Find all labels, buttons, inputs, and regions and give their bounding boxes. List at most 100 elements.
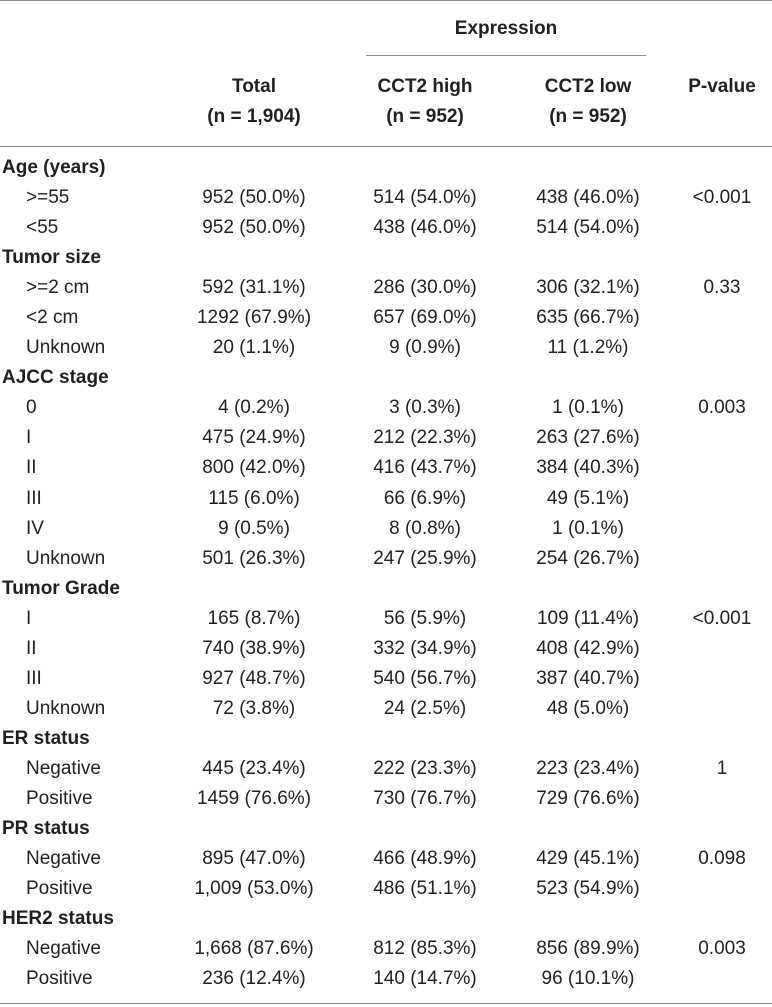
cell-cct2-low: 438 (46.0%) <box>536 187 640 209</box>
row-label: >=55 <box>26 187 70 209</box>
table-row: Negative 1,668 (87.6%) 812 (85.3%) 856 (89.… <box>0 934 772 964</box>
table-row: <2 cm 1292 (67.9%) 657 (69.0%) 635 (66.7%) <box>0 303 772 333</box>
table-row: Positive 236 (12.4%) 140 (14.7%) 96 (10.1%) <box>0 964 772 994</box>
row-label: I <box>26 427 32 449</box>
cell-total: 1292 (67.9%) <box>196 307 312 329</box>
cell-total: 1,668 (87.6%) <box>194 938 314 960</box>
header-bottom-rule <box>0 146 772 147</box>
cell-cct2-low: 408 (42.9%) <box>536 637 640 659</box>
table-bottom-rule <box>0 1003 772 1004</box>
row-label: II <box>26 637 37 659</box>
cell-total: 927 (48.7%) <box>202 667 306 689</box>
cell-total: 9 (0.5%) <box>218 517 290 539</box>
column-header-line2: (n = 1,904) <box>207 106 301 127</box>
table-row: Unknown 501 (26.3%) 247 (25.9%) 254 (26.7%) <box>0 544 772 574</box>
category-row: Age (years) <box>0 153 772 183</box>
table-row: Positive 1,009 (53.0%) 486 (51.1%) 523 (54.… <box>0 874 772 904</box>
category-row: PR status <box>0 814 772 844</box>
cell-p-value: 0.098 <box>698 848 746 870</box>
cell-p-value: 0.003 <box>698 938 746 960</box>
cell-cct2-high: 24 (2.5%) <box>383 697 467 719</box>
column-header-line2: (n = 952) <box>549 106 627 127</box>
table-row: Unknown 72 (3.8%) 24 (2.5%) 48 (5.0%) <box>0 694 772 724</box>
cell-cct2-high: 486 (51.1%) <box>373 878 477 900</box>
cell-cct2-high: 540 (56.7%) <box>373 667 477 689</box>
cell-total: 4 (0.2%) <box>218 397 290 419</box>
cell-total: 1,009 (53.0%) <box>194 878 314 900</box>
cell-cct2-low: 263 (27.6%) <box>536 427 640 449</box>
cell-cct2-low: 49 (5.1%) <box>546 487 630 509</box>
cell-cct2-low: 306 (32.1%) <box>536 277 640 299</box>
cell-cct2-low: 523 (54.9%) <box>536 878 640 900</box>
cell-cct2-low: 223 (23.4%) <box>536 757 640 779</box>
expression-underline <box>366 55 646 56</box>
cell-cct2-low: 387 (40.7%) <box>536 667 640 689</box>
cell-cct2-high: 66 (6.9%) <box>383 487 467 509</box>
table-row: II 740 (38.9%) 332 (34.9%) 408 (42.9%) <box>0 634 772 664</box>
cell-cct2-high: 332 (34.9%) <box>373 637 477 659</box>
cell-cct2-low: 96 (10.1%) <box>541 968 635 990</box>
column-header-line1: P-value <box>688 76 756 97</box>
table-row: >=2 cm 592 (31.1%) 286 (30.0%) 306 (32.1%) 0… <box>0 273 772 303</box>
row-label: 0 <box>26 397 37 419</box>
cell-cct2-low: 429 (45.1%) <box>536 848 640 870</box>
cell-total: 236 (12.4%) <box>202 968 306 990</box>
category-label: AJCC stage <box>2 367 109 389</box>
row-label: >=2 cm <box>26 277 90 299</box>
cell-cct2-high: 222 (23.3%) <box>373 757 477 779</box>
cell-cct2-low: 11 (1.2%) <box>547 337 629 359</box>
category-row: HER2 status <box>0 904 772 934</box>
cell-cct2-high: 3 (0.3%) <box>389 397 461 419</box>
cell-total: 952 (50.0%) <box>202 187 306 209</box>
cell-p-value: <0.001 <box>692 187 752 209</box>
column-header-line2: (n = 952) <box>386 106 464 127</box>
cell-cct2-high: 514 (54.0%) <box>373 187 477 209</box>
table-row: Unknown 20 (1.1%) 9 (0.9%) 11 (1.2%) <box>0 333 772 363</box>
cell-total: 115 (6.0%) <box>208 487 300 509</box>
cell-total: 800 (42.0%) <box>202 457 306 479</box>
cell-cct2-low: 1 (0.1%) <box>552 397 624 419</box>
cell-total: 501 (26.3%) <box>202 547 306 569</box>
cell-cct2-low: 1 (0.1%) <box>552 517 624 539</box>
cell-cct2-high: 140 (14.7%) <box>373 968 477 990</box>
row-label: II <box>26 457 37 479</box>
cell-total: 165 (8.7%) <box>207 607 301 629</box>
row-label: Negative <box>26 848 101 870</box>
cell-cct2-low: 48 (5.0%) <box>546 697 630 719</box>
column-header-cct2-high: CCT2 high (n = 952) <box>358 72 492 132</box>
row-label: <2 cm <box>26 307 79 329</box>
row-label: Positive <box>26 878 93 900</box>
cell-total: 475 (24.9%) <box>202 427 306 449</box>
row-label: III <box>26 667 42 689</box>
cell-cct2-low: 384 (40.3%) <box>536 457 640 479</box>
expression-header: Expression <box>454 18 558 39</box>
category-label: Tumor size <box>2 247 101 269</box>
cell-p-value: 1 <box>716 757 728 779</box>
cell-total: 952 (50.0%) <box>202 217 306 239</box>
cell-cct2-low: 109 (11.4%) <box>536 607 640 629</box>
table-top-rule <box>0 0 772 1</box>
row-label: <55 <box>26 217 59 239</box>
row-label: I <box>26 607 32 629</box>
category-row: ER status <box>0 724 772 754</box>
table-row: Negative 895 (47.0%) 466 (48.9%) 429 (45.1%… <box>0 844 772 874</box>
cell-cct2-low: 729 (76.6%) <box>536 787 640 809</box>
row-label: Unknown <box>26 547 106 569</box>
cell-cct2-low: 254 (26.7%) <box>536 547 640 569</box>
cell-cct2-high: 8 (0.8%) <box>389 517 461 539</box>
table-row: <55 952 (50.0%) 438 (46.0%) 514 (54.0%) <box>0 213 772 243</box>
cell-cct2-high: 212 (22.3%) <box>373 427 477 449</box>
category-row: Tumor Grade <box>0 574 772 604</box>
table-row: III 115 (6.0%) 66 (6.9%) 49 (5.1%) <box>0 484 772 514</box>
column-header-cct2-low: CCT2 low (n = 952) <box>522 72 654 132</box>
cell-cct2-high: 466 (48.9%) <box>373 848 477 870</box>
cell-total: 895 (47.0%) <box>202 848 306 870</box>
cell-p-value: <0.001 <box>692 607 752 629</box>
row-label: Negative <box>26 938 101 960</box>
cell-cct2-high: 56 (5.9%) <box>383 607 467 629</box>
category-label: Age (years) <box>2 157 106 178</box>
table-row: II 800 (42.0%) 416 (43.7%) 384 (40.3%) <box>0 453 772 483</box>
cell-p-value: 0.003 <box>698 397 746 419</box>
column-header-line1: CCT2 low <box>544 76 632 97</box>
